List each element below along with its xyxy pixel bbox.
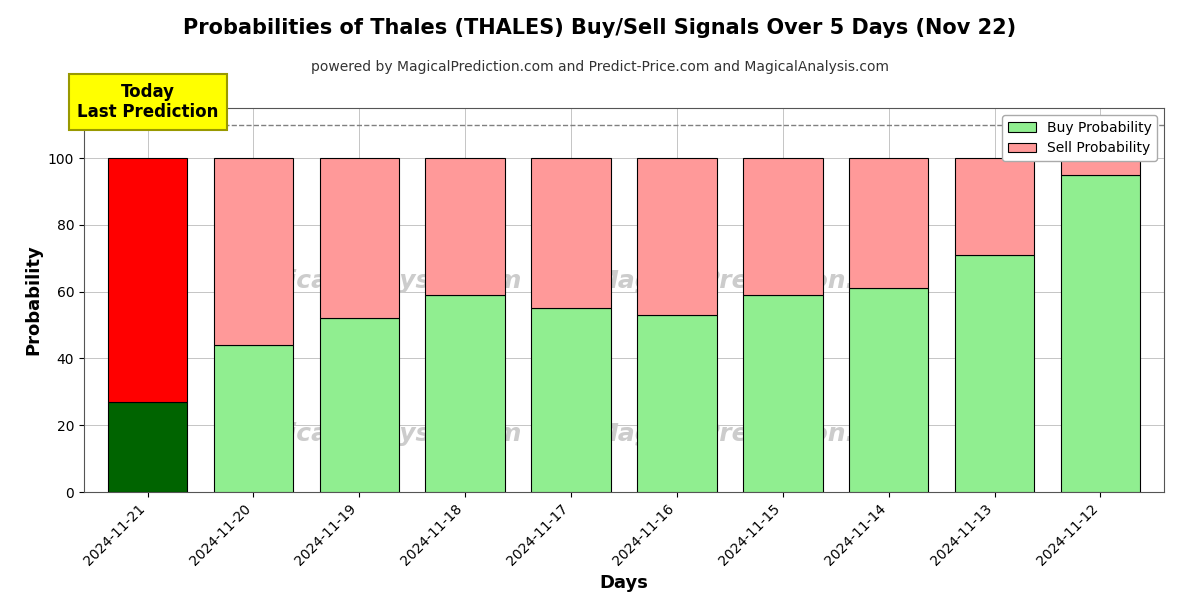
Bar: [319, 158, 400, 319]
Bar: [637, 158, 716, 315]
Bar: [426, 158, 505, 295]
Text: MagicalAnalysis.com: MagicalAnalysis.com: [229, 269, 522, 293]
Bar: [214, 345, 293, 492]
Bar: [532, 308, 611, 492]
Text: MagicalPrediction.com: MagicalPrediction.com: [594, 269, 913, 293]
Bar: [743, 158, 822, 295]
Bar: [426, 295, 505, 492]
Bar: [319, 319, 400, 492]
Bar: [1061, 158, 1140, 175]
Bar: [108, 402, 187, 492]
Bar: [743, 295, 822, 492]
Y-axis label: Probability: Probability: [24, 245, 42, 355]
Bar: [955, 158, 1034, 255]
Text: MagicalPrediction.com: MagicalPrediction.com: [594, 422, 913, 446]
Bar: [214, 158, 293, 345]
Bar: [850, 289, 929, 492]
Bar: [637, 315, 716, 492]
Bar: [955, 255, 1034, 492]
Legend: Buy Probability, Sell Probability: Buy Probability, Sell Probability: [1002, 115, 1157, 161]
Bar: [1061, 175, 1140, 492]
Text: MagicalAnalysis.com: MagicalAnalysis.com: [229, 422, 522, 446]
X-axis label: Days: Days: [600, 574, 648, 592]
Bar: [108, 158, 187, 402]
Bar: [850, 158, 929, 289]
Text: powered by MagicalPrediction.com and Predict-Price.com and MagicalAnalysis.com: powered by MagicalPrediction.com and Pre…: [311, 60, 889, 74]
Bar: [532, 158, 611, 308]
Text: Today
Last Prediction: Today Last Prediction: [77, 83, 218, 121]
Text: Probabilities of Thales (THALES) Buy/Sell Signals Over 5 Days (Nov 22): Probabilities of Thales (THALES) Buy/Sel…: [184, 18, 1016, 38]
